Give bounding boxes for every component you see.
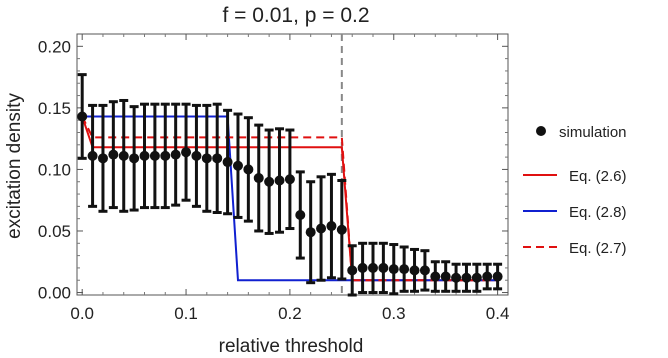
data-point xyxy=(212,153,223,164)
data-point xyxy=(274,175,285,186)
x-axis: 0.0 0.1 0.2 0.3 0.4 xyxy=(70,34,509,323)
x-tick-label: 0.1 xyxy=(174,304,198,323)
series-line xyxy=(82,115,498,282)
data-point xyxy=(295,209,306,220)
plot-frame xyxy=(76,33,509,296)
x-tick-label: 0.4 xyxy=(486,304,510,323)
data-point xyxy=(347,265,358,276)
data-point xyxy=(264,176,275,187)
data-point xyxy=(367,262,378,273)
data-point xyxy=(201,153,212,164)
y-tick-label: 0.20 xyxy=(38,37,71,56)
plot-border xyxy=(76,33,509,296)
data-point xyxy=(461,272,472,283)
data-point xyxy=(108,149,119,160)
data-point xyxy=(378,262,389,273)
data-point xyxy=(451,272,462,283)
x-tick-label: 0.3 xyxy=(382,304,406,323)
data-point xyxy=(305,227,316,238)
data-point xyxy=(77,111,88,122)
data-point xyxy=(222,157,233,168)
x-tick-label: 0.2 xyxy=(278,304,302,323)
data-point xyxy=(97,153,108,164)
data-point xyxy=(191,150,202,161)
data-point xyxy=(492,271,503,282)
data-point xyxy=(388,264,399,275)
data-point xyxy=(471,272,482,283)
x-tick-label: 0.0 xyxy=(70,304,94,323)
data-point xyxy=(232,160,243,171)
data-point xyxy=(129,153,140,164)
legend-label: Eq. (2.6) xyxy=(569,168,627,185)
y-tick-label: 0.05 xyxy=(38,222,71,241)
data-point xyxy=(118,150,129,161)
simulation-points xyxy=(77,73,503,297)
chart-title: f = 0.01, p = 0.2 xyxy=(222,4,369,27)
legend: simulation Eq. (2.6) Eq. (2.8) Eq. (2.7) xyxy=(523,124,627,257)
model-curves xyxy=(81,115,498,282)
data-point xyxy=(419,265,430,276)
data-point xyxy=(357,262,368,273)
data-point xyxy=(149,150,160,161)
legend-marker-simulation xyxy=(536,126,546,136)
data-point xyxy=(440,271,451,282)
legend-label-simulation: simulation xyxy=(559,124,627,141)
y-tick-label: 0.15 xyxy=(38,99,71,118)
data-point xyxy=(336,224,347,235)
y-axis-title: excitation density xyxy=(4,93,25,239)
data-point xyxy=(253,173,264,184)
data-point xyxy=(430,271,441,282)
y-axis: 0.00 0.05 0.10 0.15 0.20 xyxy=(38,37,508,303)
data-point xyxy=(409,265,420,276)
legend-label: Eq. (2.8) xyxy=(569,204,627,221)
data-point xyxy=(87,150,98,161)
data-point xyxy=(139,150,150,161)
x-axis-title: relative threshold xyxy=(219,336,364,357)
y-tick-label: 0.00 xyxy=(38,284,71,303)
data-point xyxy=(482,271,493,282)
data-point xyxy=(170,149,181,160)
y-tick-label: 0.10 xyxy=(38,160,71,179)
series-line xyxy=(81,116,498,282)
data-point xyxy=(316,223,327,234)
data-point xyxy=(181,147,192,158)
legend-label: Eq. (2.7) xyxy=(569,240,627,257)
data-point xyxy=(326,221,337,232)
data-point xyxy=(284,174,295,185)
data-point xyxy=(243,164,254,175)
data-point xyxy=(160,150,171,161)
data-point xyxy=(399,264,410,275)
